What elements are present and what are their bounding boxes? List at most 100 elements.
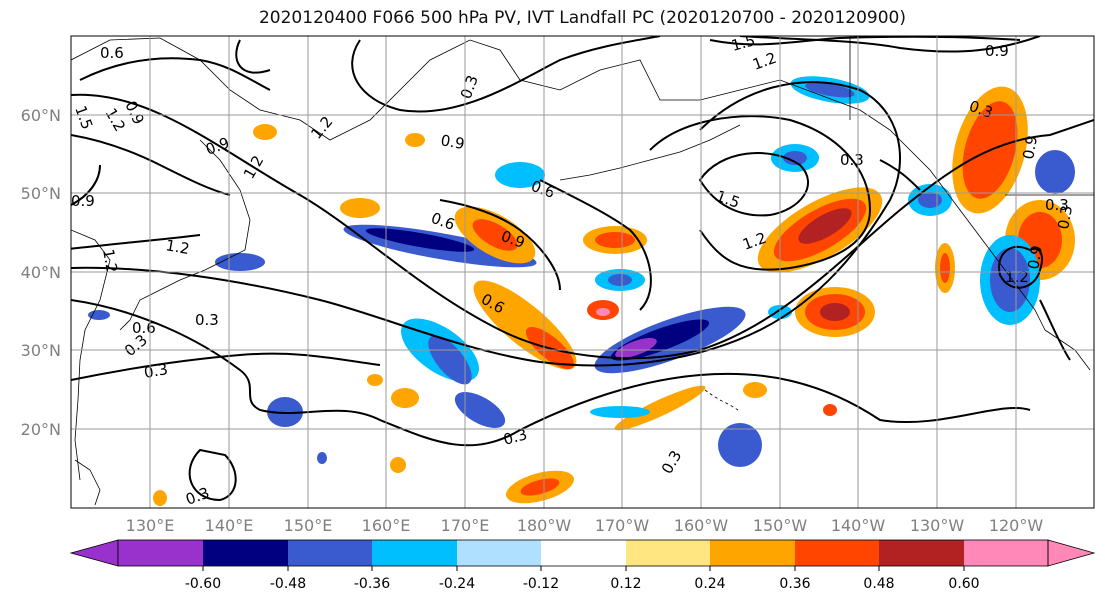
- ivt-shade: [805, 82, 855, 98]
- pv-contour: [71, 299, 1031, 447]
- longitude-labels: 130°E 140°E 150°E 160°E 170°E 180°W 170°…: [126, 516, 1044, 535]
- contour-label: 1.5: [729, 31, 757, 55]
- ivt-shade: [390, 457, 406, 473]
- contour-label: 0.3: [1054, 204, 1076, 231]
- contour-label: 1.2: [164, 236, 191, 258]
- ivt-shade: [367, 374, 383, 386]
- colorbar-tick-label: -0.24: [439, 576, 475, 592]
- ivt-shade: [595, 232, 635, 248]
- pv-contours: [71, 36, 1094, 502]
- contour-label: 0.9: [1019, 134, 1041, 161]
- pv-contour: [709, 36, 1021, 46]
- map-frame: [70, 35, 1095, 509]
- ivt-shade: [820, 303, 850, 321]
- lat-label: 60°N: [21, 106, 61, 125]
- colorbar-tick-label: -0.12: [523, 576, 559, 592]
- ivt-shade: [472, 219, 518, 251]
- pv-contour: [71, 352, 381, 381]
- lon-label: 150°E: [284, 516, 333, 535]
- pv-contour: [698, 152, 810, 217]
- colorbar-tick-label: 0.36: [779, 576, 810, 592]
- ivt-shade: [391, 388, 419, 408]
- colorbar-bin: [964, 540, 1048, 566]
- lon-label: 140°W: [831, 516, 886, 535]
- ivt-shade: [596, 308, 610, 316]
- lon-label: 160°W: [674, 516, 729, 535]
- ivt-shade: [405, 133, 425, 147]
- contour-label: 0.3: [501, 425, 529, 449]
- ivt-shade: [918, 192, 942, 208]
- colorbar-tick-label: -0.48: [270, 576, 306, 592]
- colorbar-tick-label: 0.60: [948, 576, 979, 592]
- colorbar-bin: [710, 540, 795, 566]
- ivt-shade: [615, 338, 657, 358]
- colorbar-tick-label: -0.36: [354, 576, 390, 592]
- pv-contour: [71, 164, 101, 206]
- colorbar-bin: [879, 540, 964, 566]
- graticule: [71, 36, 1094, 508]
- contour-label: 0.9: [71, 192, 95, 210]
- colorbar-tick-label: -0.60: [185, 576, 221, 592]
- colorbar-extend-min: [69, 539, 119, 567]
- lat-label: 40°N: [21, 263, 61, 282]
- colorbar-bin: [457, 540, 541, 566]
- ivt-shade: [520, 478, 560, 496]
- ivt-shade: [823, 404, 837, 416]
- lon-label: 150°W: [753, 516, 808, 535]
- ivt-shade: [153, 490, 167, 506]
- colorbar-bin: [118, 540, 203, 566]
- colorbar-tick-label: 0.12: [610, 576, 641, 592]
- contour-label: 0.9: [439, 131, 466, 153]
- pv-contour: [879, 159, 921, 191]
- ivt-shade: [428, 335, 472, 385]
- ivt-shade: [495, 162, 545, 188]
- pv-contour: [351, 36, 661, 113]
- colorbar: -0.60 -0.48 -0.36 -0.24 -0.12 0.12 0.24 …: [69, 539, 1096, 592]
- ivt-shade: [783, 151, 807, 165]
- ivt-shade: [940, 253, 950, 283]
- contour-label: 0.3: [840, 151, 864, 169]
- colorbar-frame: [117, 539, 1049, 567]
- map-panel: 0.6 0.9 1.2 1.5 1.2 0.6 0.9 0.6 0.6 0.9 …: [70, 31, 1095, 509]
- lon-label: 130°E: [126, 516, 175, 535]
- ivt-shade: [215, 253, 265, 271]
- colorbar-bin: [288, 540, 372, 566]
- ivt-shade: [317, 452, 327, 464]
- coastline-philippines: [74, 459, 101, 506]
- ivt-shade: [365, 228, 475, 252]
- colorbar-bin: [541, 540, 626, 566]
- colorbar-extend-max: [1047, 539, 1096, 567]
- lat-label: 50°N: [21, 184, 61, 203]
- figure-title: 2020120400 F066 500 hPa PV, IVT Landfall…: [258, 8, 906, 28]
- colorbar-bin: [626, 540, 710, 566]
- ivt-shade: [590, 406, 650, 418]
- contour-label: 0.9: [985, 42, 1009, 60]
- ivt-shade: [340, 198, 380, 218]
- ivt-shade: [88, 310, 110, 320]
- ivt-shade: [608, 274, 632, 286]
- lat-label: 20°N: [21, 420, 61, 439]
- pv-contour: [235, 39, 271, 74]
- lon-label: 180°W: [517, 516, 572, 535]
- coastline-japan: [119, 139, 251, 331]
- coastline-aleutians: [559, 124, 741, 181]
- colorbar-bin: [372, 540, 457, 566]
- pv-contour: [79, 57, 271, 91]
- ivt-shading: [88, 76, 1075, 506]
- latitude-labels: 60°N 50°N 40°N 30°N 20°N: [21, 106, 61, 439]
- colorbar-bin: [795, 540, 879, 566]
- colorbar-tick-label: 0.48: [863, 576, 894, 592]
- pv-contour: [71, 81, 901, 367]
- lat-label: 30°N: [21, 341, 61, 360]
- colorbar-ticks: [202, 566, 965, 571]
- pv-contour: [188, 448, 237, 502]
- ivt-shade: [1035, 150, 1075, 194]
- pv-contour: [998, 245, 1043, 289]
- pv-contour: [539, 179, 652, 311]
- ivt-shade: [454, 392, 506, 428]
- pv-contour: [71, 234, 201, 250]
- hawaii-islands: [704, 389, 739, 411]
- ivt-shade: [614, 385, 706, 431]
- pv-contour: [71, 134, 231, 196]
